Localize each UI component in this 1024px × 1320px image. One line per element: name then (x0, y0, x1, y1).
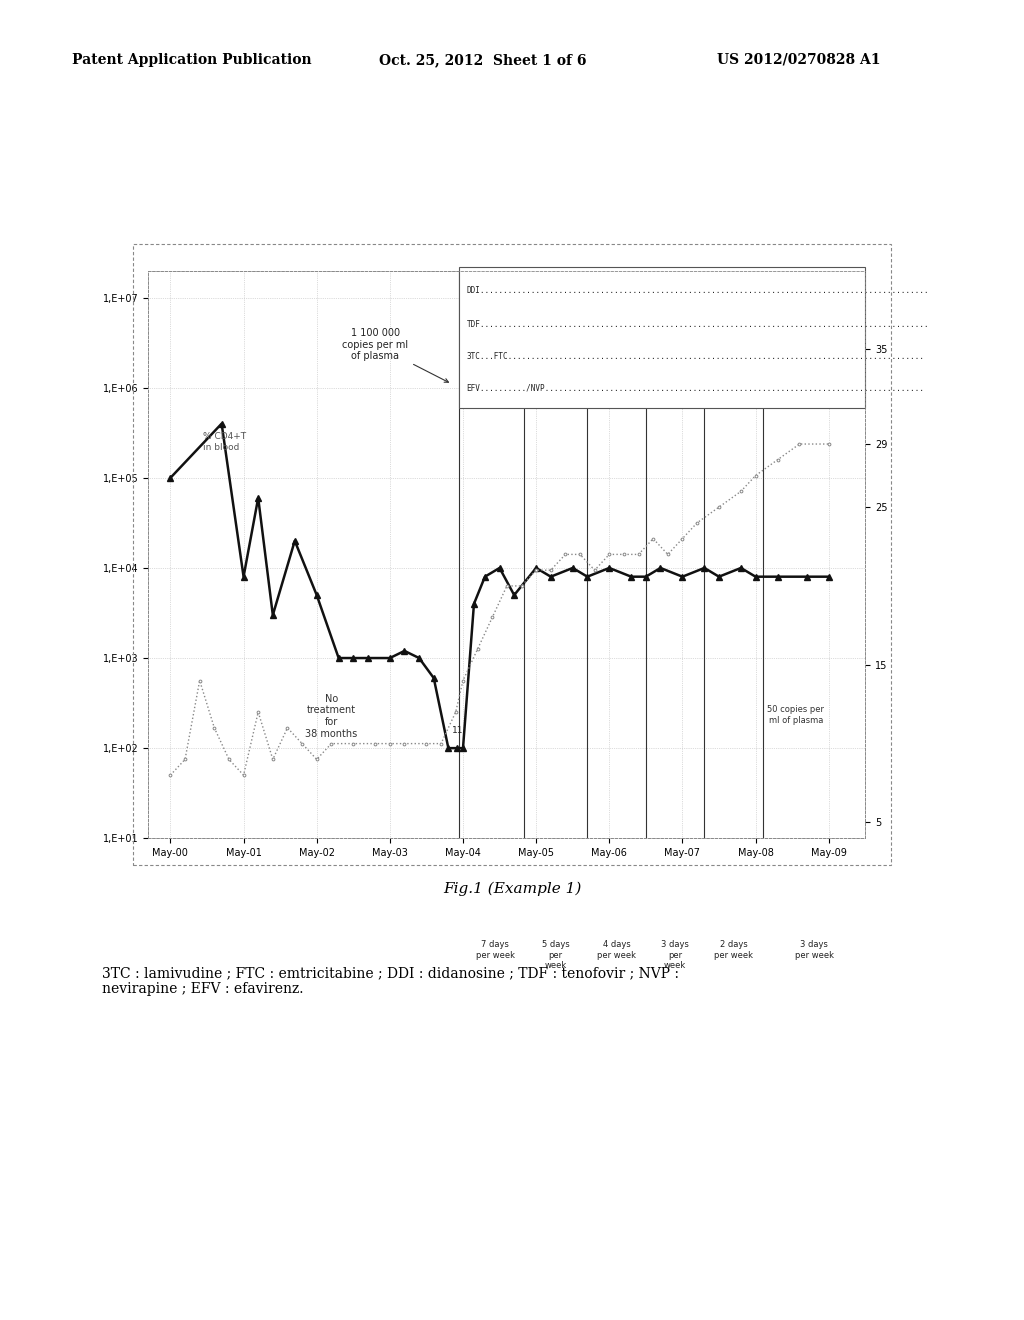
Text: 5 days
per
week: 5 days per week (542, 940, 569, 970)
Text: 3 days
per week: 3 days per week (795, 940, 834, 960)
Text: 4 days
per week: 4 days per week (597, 940, 636, 960)
Bar (460, 267, 865, 408)
Text: 3TC : lamivudine ; FTC : emtricitabine ; DDI : didanosine ; TDF : tenofovir ; NV: 3TC : lamivudine ; FTC : emtricitabine ;… (102, 966, 679, 997)
Text: 1 100 000
copies per ml
of plasma: 1 100 000 copies per ml of plasma (342, 329, 449, 383)
Text: 11: 11 (453, 726, 464, 735)
Text: 3 days
per
week: 3 days per week (662, 940, 689, 970)
Text: 7 days
per week: 7 days per week (476, 940, 515, 960)
Text: EFV........../NVP...............................................................: EFV........../NVP.......................… (467, 383, 925, 392)
Text: Patent Application Publication: Patent Application Publication (72, 53, 311, 67)
Text: DDI.............................................................................: DDI.....................................… (467, 286, 929, 296)
Text: Fig.1 (Example 1): Fig.1 (Example 1) (442, 882, 582, 896)
Text: TDF.............................................................................: TDF.....................................… (467, 321, 929, 329)
Text: No
treatment
for
38 months: No treatment for 38 months (305, 694, 357, 739)
Text: 2 days
per week: 2 days per week (714, 940, 753, 960)
Text: 3TC...FTC.......................................................................: 3TC...FTC...............................… (467, 352, 925, 362)
Text: Oct. 25, 2012  Sheet 1 of 6: Oct. 25, 2012 Sheet 1 of 6 (379, 53, 587, 67)
Text: US 2012/0270828 A1: US 2012/0270828 A1 (717, 53, 881, 67)
Text: 50 copies per
ml of plasma: 50 copies per ml of plasma (767, 705, 824, 725)
Text: % CD4+T
in blood: % CD4+T in blood (204, 433, 247, 451)
